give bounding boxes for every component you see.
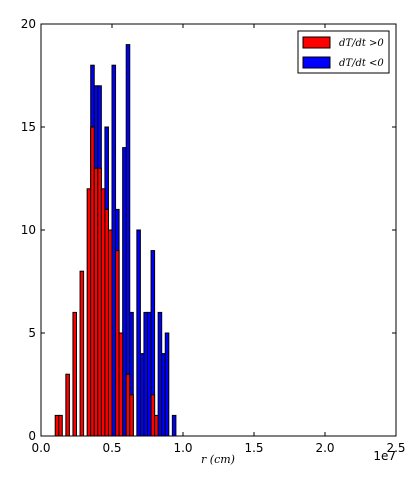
y-tick-label: 20	[21, 17, 36, 31]
x-tick-label: 2.5	[386, 441, 405, 455]
legend-swatch-blue	[302, 56, 331, 69]
x-tick-label: 1.0	[173, 441, 192, 455]
y-tick-label: 15	[21, 120, 36, 134]
bar-red	[107, 229, 113, 437]
bar-red	[86, 188, 92, 437]
bar-red	[90, 126, 95, 437]
bar-blue	[143, 311, 148, 437]
y-tick-label: 10	[21, 223, 36, 237]
legend: dT/dt >0 dT/dt <0	[297, 30, 390, 74]
bar-blue	[136, 229, 141, 437]
bar-blue	[157, 311, 163, 437]
y-tick-label: 5	[28, 326, 36, 340]
bar-red	[65, 373, 70, 437]
bar-red	[150, 394, 156, 437]
legend-label-blue: dT/dt <0	[339, 58, 384, 69]
bar-red	[104, 208, 109, 437]
bar-red	[79, 270, 85, 437]
bar-blue	[122, 147, 127, 437]
bar-red	[125, 373, 131, 437]
bar-red	[72, 311, 77, 437]
bar-red	[118, 332, 124, 437]
x-tick-label: 0.5	[102, 441, 121, 455]
bar-red	[115, 250, 120, 437]
bar-blue	[161, 353, 166, 437]
bar-red	[58, 414, 63, 437]
x-tick-label: 1.5	[244, 441, 263, 455]
bar-red	[97, 167, 102, 437]
x-axis-ticks: 0.0 0.5 1.0 1.5 2.0 2.5	[31, 24, 406, 455]
bar-red	[129, 394, 134, 437]
bar-blue	[139, 353, 145, 437]
bar-red	[93, 167, 99, 437]
x-tick-label: 0.0	[31, 441, 50, 455]
legend-swatch-red	[302, 36, 331, 49]
x-axis-label: r (cm)	[201, 453, 235, 466]
bar-red	[154, 414, 159, 437]
bar-blue	[171, 414, 177, 437]
bar-blue	[111, 64, 117, 437]
x-axis-offset-label: 1e7	[373, 449, 396, 463]
y-axis-ticks: 0 5 10 15 20	[21, 17, 396, 443]
bar-blue	[164, 332, 170, 437]
legend-label-red: dT/dt >0	[339, 38, 384, 49]
bar-blue	[147, 311, 152, 437]
bar-red	[100, 188, 106, 437]
x-tick-label: 2.0	[315, 441, 334, 455]
y-tick-label: 0	[28, 429, 36, 443]
bar-red	[54, 414, 60, 437]
